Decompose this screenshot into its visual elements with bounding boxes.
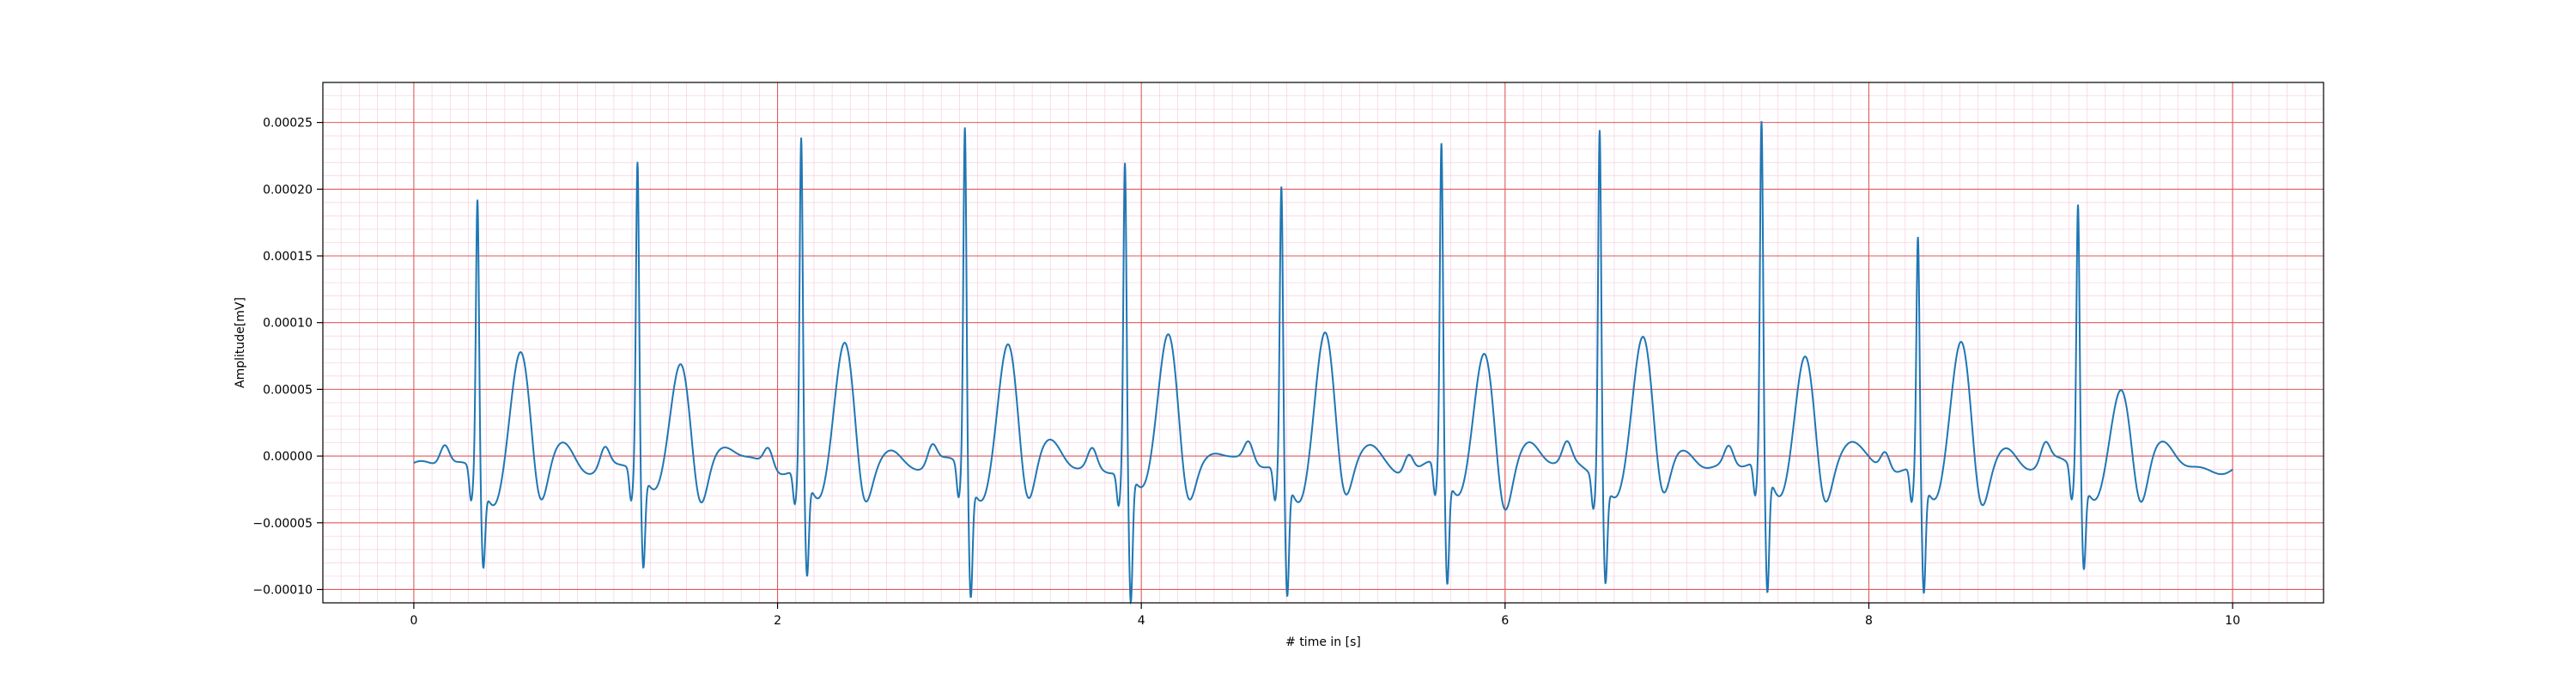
x-tick-label: 4: [1138, 614, 1145, 628]
y-tick-label: 0.00000: [263, 450, 313, 464]
plot-area: 0 2 4 6 8 10 −0.00010 −0.00005 0.00000 0.00005 0.0…: [252, 82, 2324, 628]
x-tick-label: 2: [774, 614, 781, 628]
y-tick-label: 0.00015: [263, 250, 313, 264]
y-axis-label: Amplitude[mV]: [234, 297, 247, 388]
y-tick-label: 0.00010: [263, 317, 313, 331]
y-tick-label: −0.00005: [252, 517, 313, 531]
y-tick-label: 0.00020: [263, 183, 313, 197]
x-axis-label: # time in [s]: [1285, 635, 1361, 649]
ecg-signal-line: [413, 121, 2233, 605]
x-tick-label: 8: [1865, 614, 1873, 628]
y-tick-label: 0.00025: [263, 117, 313, 131]
major-grid: [323, 82, 2324, 603]
x-tick-label: 10: [2225, 614, 2240, 628]
y-tick-label: −0.00010: [252, 583, 313, 597]
axes-frame: [322, 82, 2324, 604]
x-tick-label: 0: [410, 614, 417, 628]
x-tick-label: 6: [1501, 614, 1509, 628]
y-tick-label: 0.00005: [263, 383, 313, 397]
